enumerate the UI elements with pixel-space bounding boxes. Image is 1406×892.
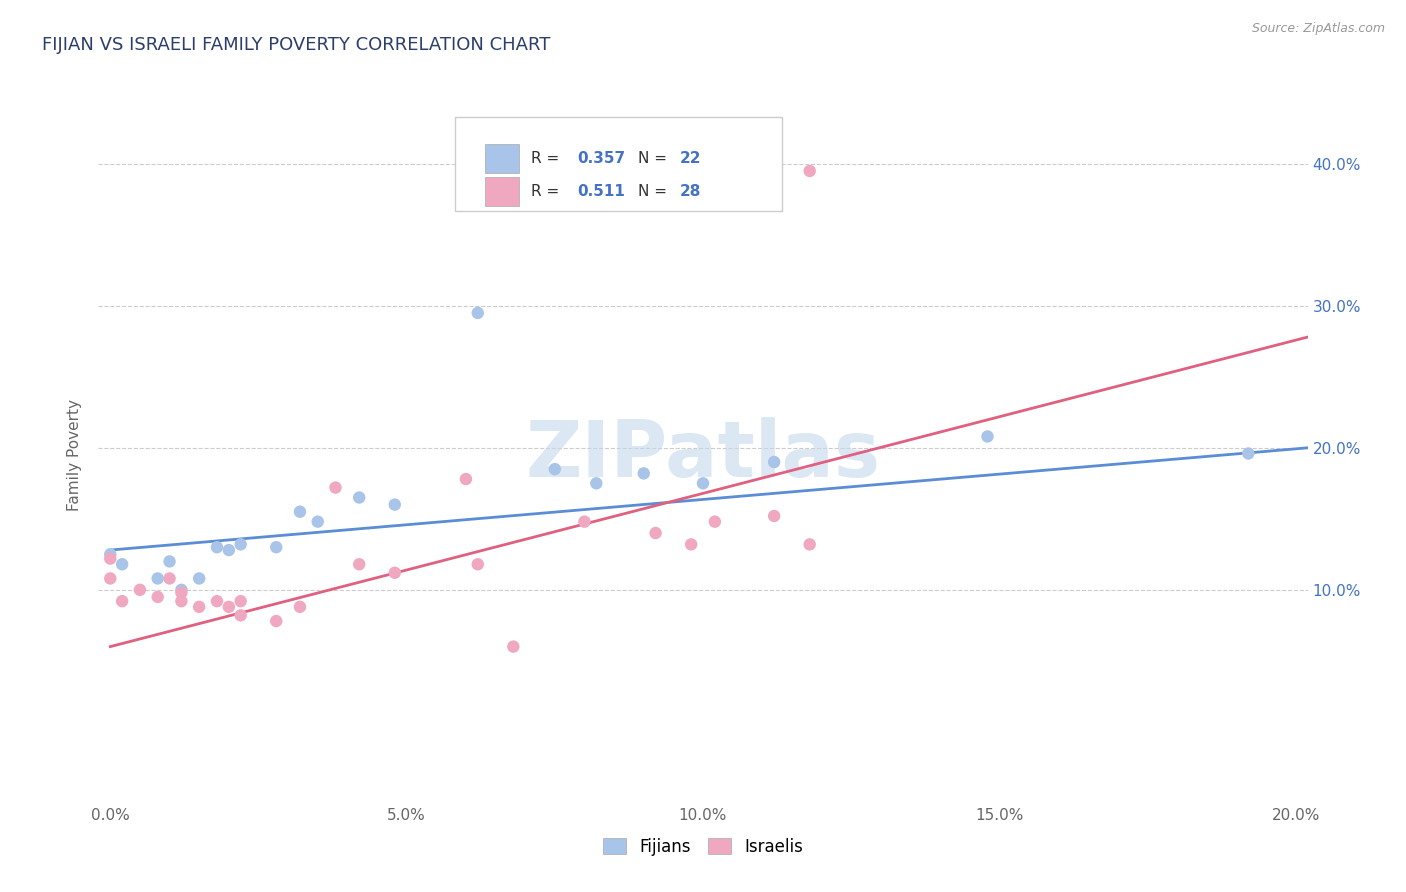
Point — [454, 472, 477, 486]
Point — [467, 306, 489, 320]
Point — [111, 558, 134, 572]
Text: FIJIAN VS ISRAELI FAMILY POVERTY CORRELATION CHART: FIJIAN VS ISRAELI FAMILY POVERTY CORRELA… — [42, 36, 551, 54]
Point — [229, 608, 252, 623]
FancyBboxPatch shape — [456, 118, 782, 211]
Point — [98, 551, 121, 566]
Point — [159, 554, 181, 568]
Point — [1237, 446, 1260, 460]
Point — [264, 540, 287, 554]
Point — [799, 164, 821, 178]
Text: 28: 28 — [681, 184, 702, 199]
Point — [307, 515, 329, 529]
Point — [264, 614, 287, 628]
Point — [205, 540, 228, 554]
Point — [218, 543, 240, 558]
Point — [188, 571, 211, 585]
Point — [288, 599, 311, 614]
Text: R =: R = — [531, 151, 564, 166]
Point — [644, 526, 666, 541]
Point — [146, 590, 169, 604]
Point — [111, 594, 134, 608]
Point — [98, 547, 121, 561]
Point — [229, 537, 252, 551]
Point — [170, 582, 193, 597]
Text: N =: N = — [638, 184, 672, 199]
Point — [170, 585, 193, 599]
Point — [347, 491, 370, 505]
Point — [347, 558, 370, 572]
Point — [502, 640, 524, 654]
Point — [384, 566, 406, 580]
Text: 22: 22 — [681, 151, 702, 166]
Point — [574, 515, 596, 529]
Point — [763, 455, 786, 469]
Point — [98, 571, 121, 585]
Point — [467, 558, 489, 572]
Point — [129, 582, 152, 597]
FancyBboxPatch shape — [485, 177, 519, 206]
Point — [325, 481, 347, 495]
Text: R =: R = — [531, 184, 569, 199]
Text: ZIPatlas: ZIPatlas — [526, 417, 880, 493]
Point — [585, 476, 607, 491]
Point — [159, 571, 181, 585]
Point — [799, 537, 821, 551]
Text: Source: ZipAtlas.com: Source: ZipAtlas.com — [1251, 22, 1385, 36]
Point — [703, 515, 725, 529]
Point — [288, 505, 311, 519]
Point — [692, 476, 714, 491]
Point — [763, 508, 786, 523]
Point — [544, 462, 567, 476]
Text: 0.357: 0.357 — [578, 151, 626, 166]
Point — [188, 599, 211, 614]
Point — [205, 594, 228, 608]
FancyBboxPatch shape — [485, 144, 519, 173]
Point — [146, 571, 169, 585]
Point — [218, 599, 240, 614]
Point — [681, 537, 703, 551]
Text: 0.511: 0.511 — [578, 184, 626, 199]
Y-axis label: Family Poverty: Family Poverty — [67, 399, 83, 511]
Point — [170, 594, 193, 608]
Legend: Fijians, Israelis: Fijians, Israelis — [595, 830, 811, 864]
Text: N =: N = — [638, 151, 672, 166]
Point — [633, 467, 655, 481]
Point — [976, 429, 998, 443]
Point — [384, 498, 406, 512]
Point — [229, 594, 252, 608]
